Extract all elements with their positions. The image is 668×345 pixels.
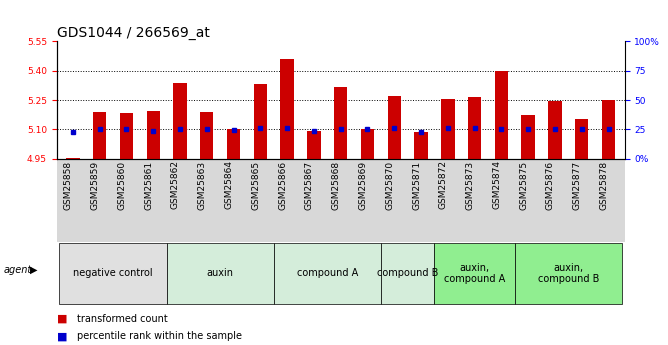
Bar: [575, 119, 589, 159]
Bar: [93, 112, 106, 159]
Bar: [200, 112, 214, 159]
Bar: [548, 101, 562, 159]
Text: GSM25865: GSM25865: [251, 160, 261, 209]
Text: GSM25859: GSM25859: [91, 160, 100, 209]
Bar: [227, 129, 240, 159]
Text: GSM25872: GSM25872: [439, 160, 448, 209]
Text: GSM25867: GSM25867: [305, 160, 314, 209]
Text: agent: agent: [3, 265, 31, 275]
Text: negative control: negative control: [73, 268, 153, 278]
Text: GSM25862: GSM25862: [171, 160, 180, 209]
Bar: [334, 87, 347, 159]
Text: ▶: ▶: [30, 265, 37, 275]
Bar: [387, 96, 401, 159]
Text: compound B: compound B: [377, 268, 438, 278]
Text: GSM25864: GSM25864: [224, 160, 234, 209]
Text: GSM25866: GSM25866: [278, 160, 287, 209]
Bar: [173, 83, 186, 159]
Text: GSM25863: GSM25863: [198, 160, 207, 209]
Text: GDS1044 / 266569_at: GDS1044 / 266569_at: [57, 26, 210, 40]
Bar: [146, 111, 160, 159]
Text: GSM25858: GSM25858: [64, 160, 73, 209]
Bar: [468, 97, 481, 159]
Text: GSM25876: GSM25876: [546, 160, 555, 209]
Text: GSM25875: GSM25875: [519, 160, 528, 209]
Bar: [361, 129, 374, 159]
Bar: [281, 59, 294, 159]
Text: GSM25868: GSM25868: [332, 160, 341, 209]
Text: auxin,
compound A: auxin, compound A: [444, 263, 505, 284]
Text: ■: ■: [57, 332, 67, 341]
Text: GSM25870: GSM25870: [385, 160, 394, 209]
Text: percentile rank within the sample: percentile rank within the sample: [77, 332, 242, 341]
Text: GSM25871: GSM25871: [412, 160, 421, 209]
Text: GSM25873: GSM25873: [466, 160, 474, 209]
Text: GSM25877: GSM25877: [572, 160, 582, 209]
Text: GSM25861: GSM25861: [144, 160, 153, 209]
Text: compound A: compound A: [297, 268, 358, 278]
Bar: [495, 71, 508, 159]
Bar: [441, 99, 454, 159]
Text: GSM25878: GSM25878: [599, 160, 609, 209]
Text: ■: ■: [57, 314, 67, 324]
Text: GSM25869: GSM25869: [359, 160, 367, 209]
Bar: [522, 115, 535, 159]
Bar: [602, 100, 615, 159]
Bar: [120, 113, 133, 159]
Text: GSM25860: GSM25860: [118, 160, 126, 209]
Bar: [307, 131, 321, 159]
Text: GSM25874: GSM25874: [492, 160, 502, 209]
Text: auxin: auxin: [206, 268, 234, 278]
Text: transformed count: transformed count: [77, 314, 168, 324]
Bar: [254, 85, 267, 159]
Bar: [414, 132, 428, 159]
Bar: [66, 158, 79, 159]
Text: auxin,
compound B: auxin, compound B: [538, 263, 599, 284]
